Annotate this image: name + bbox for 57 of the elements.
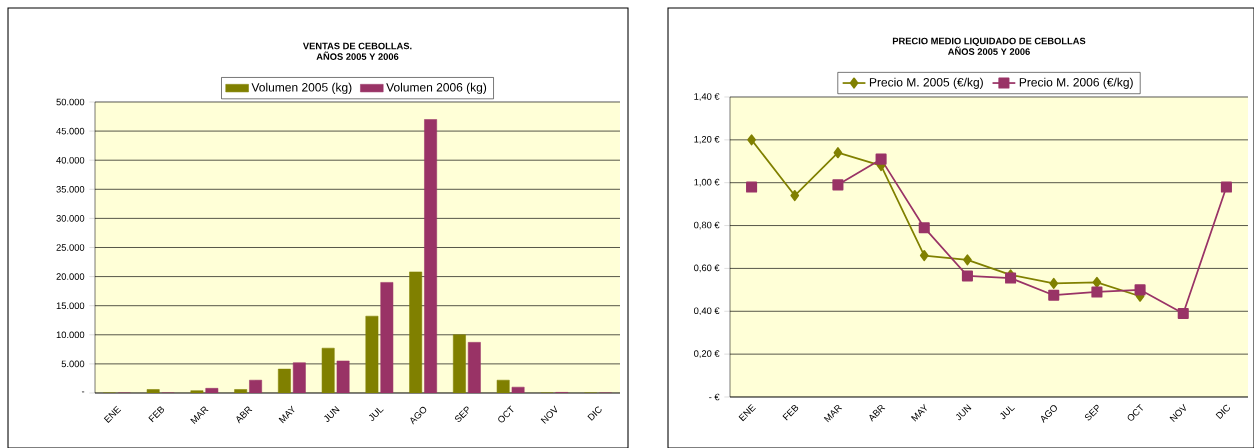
bar: [249, 379, 262, 393]
legend-label: Precio M. 2006 (€/kg): [1019, 77, 1133, 89]
bar: [205, 388, 219, 393]
legend-label: Volumen 2006 (kg): [386, 82, 487, 94]
y-tick-label: 35.000: [56, 186, 85, 193]
y-tick-label: 15.000: [56, 302, 85, 309]
point: [1134, 284, 1146, 296]
legend-label: Volumen 2005 (kg): [251, 82, 352, 94]
point: [1220, 181, 1232, 193]
bar: [336, 360, 350, 393]
x-tick-label: JUL: [1000, 406, 1015, 420]
point: [1048, 289, 1060, 301]
y-tick-label: 50.000: [56, 98, 85, 106]
x-tick-label: FEB: [782, 404, 799, 421]
legend-label: Precio M. 2005 (€/kg): [869, 77, 983, 89]
point: [1177, 307, 1189, 319]
bar: [380, 282, 394, 393]
y-tick-label: 0,40 €: [694, 307, 720, 316]
y-tick-label: 1,20 €: [694, 136, 720, 144]
y-tick-label: -: [81, 391, 85, 393]
point: [875, 153, 887, 165]
y-tick-label: 10.000: [56, 331, 85, 339]
x-tick-label: JUL: [368, 407, 384, 421]
y-tick-label: 5.000: [61, 360, 85, 368]
bar: [424, 119, 437, 393]
point: [918, 222, 930, 234]
chart-title: PRECIO MEDIO LIQUIDADO DE CEBOLLAS: [892, 37, 1086, 47]
y-tick-label: 30.000: [56, 215, 85, 222]
y-tick-label: 20.000: [56, 273, 85, 280]
bar: [467, 342, 481, 393]
point: [1092, 276, 1102, 288]
chart-title: VENTAS DE CEBOLLAS.: [302, 42, 412, 50]
y-tick-label: 45.000: [56, 127, 85, 135]
y-tick-label: 25.000: [56, 244, 85, 251]
point: [833, 147, 843, 159]
chart-subtitle: AÑOS 2005 Y 2006: [947, 46, 1030, 55]
x-tick-label: DIC: [587, 406, 602, 421]
bar: [292, 362, 306, 393]
point: [919, 250, 929, 262]
point: [746, 181, 758, 193]
y-tick-label: 1,40 €: [694, 93, 720, 101]
point: [790, 190, 800, 202]
point: [963, 254, 972, 266]
y-tick-label: 0,20 €: [694, 350, 720, 358]
x-tick-label: DIC: [1215, 404, 1230, 420]
point: [1049, 277, 1059, 289]
y-tick-label: - €: [709, 393, 720, 401]
point: [747, 134, 756, 146]
y-tick-label: 1,00 €: [694, 178, 720, 187]
chart-subtitle: AÑOS 2005 Y 2006: [316, 51, 399, 60]
point: [1091, 286, 1103, 298]
bar: [511, 386, 525, 393]
y-tick-label: 40.000: [56, 156, 85, 164]
y-tick-label: 0,60 €: [694, 264, 720, 273]
y-tick-label: 0,80 €: [694, 221, 720, 230]
point: [832, 179, 844, 191]
point: [961, 270, 973, 282]
